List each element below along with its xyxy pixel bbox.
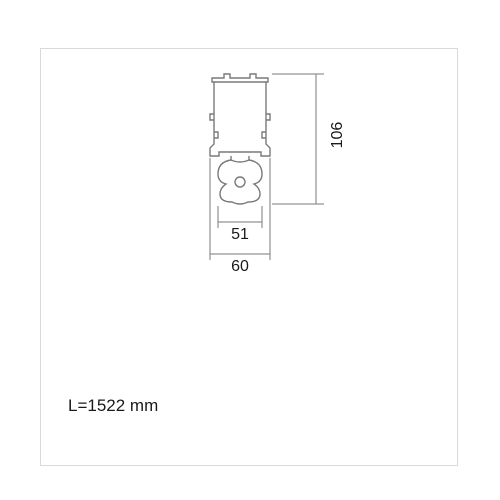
dim-width-outer-label: 60 xyxy=(220,258,260,276)
dim-width-inner xyxy=(218,206,262,228)
page: 106 51 60 L=1522 mm xyxy=(0,0,500,500)
dim-width-outer xyxy=(210,158,270,260)
profile-outline xyxy=(210,74,270,204)
dim-height-label: 106 xyxy=(329,115,347,155)
length-label: L=1522 mm xyxy=(68,396,158,416)
dim-height xyxy=(272,74,324,204)
dim-width-inner-label: 51 xyxy=(220,226,260,244)
